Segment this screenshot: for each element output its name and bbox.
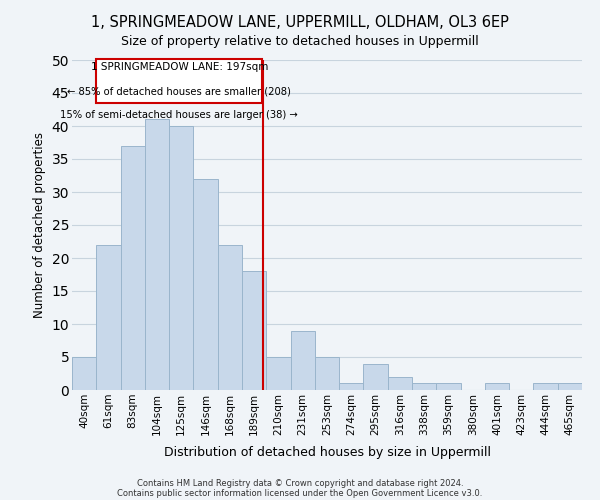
- Bar: [412, 384, 436, 390]
- Bar: [169, 126, 193, 390]
- Text: Contains public sector information licensed under the Open Government Licence v3: Contains public sector information licen…: [118, 488, 482, 498]
- Bar: [145, 120, 169, 390]
- Text: ← 85% of detached houses are smaller (208): ← 85% of detached houses are smaller (20…: [67, 86, 291, 97]
- Bar: [96, 245, 121, 390]
- Bar: [339, 384, 364, 390]
- Text: Contains HM Land Registry data © Crown copyright and database right 2024.: Contains HM Land Registry data © Crown c…: [137, 478, 463, 488]
- Bar: [533, 384, 558, 390]
- Bar: [485, 384, 509, 390]
- Text: Size of property relative to detached houses in Uppermill: Size of property relative to detached ho…: [121, 35, 479, 48]
- Text: 1 SPRINGMEADOW LANE: 197sqm: 1 SPRINGMEADOW LANE: 197sqm: [91, 62, 268, 72]
- Bar: [558, 384, 582, 390]
- Bar: [388, 377, 412, 390]
- Y-axis label: Number of detached properties: Number of detached properties: [33, 132, 46, 318]
- Bar: [242, 271, 266, 390]
- Bar: [436, 384, 461, 390]
- Text: 15% of semi-detached houses are larger (38) →: 15% of semi-detached houses are larger (…: [61, 110, 298, 120]
- Bar: [266, 357, 290, 390]
- FancyBboxPatch shape: [96, 58, 262, 103]
- Bar: [72, 357, 96, 390]
- Bar: [218, 245, 242, 390]
- Text: 1, SPRINGMEADOW LANE, UPPERMILL, OLDHAM, OL3 6EP: 1, SPRINGMEADOW LANE, UPPERMILL, OLDHAM,…: [91, 15, 509, 30]
- Bar: [193, 179, 218, 390]
- X-axis label: Distribution of detached houses by size in Uppermill: Distribution of detached houses by size …: [163, 446, 491, 459]
- Bar: [315, 357, 339, 390]
- Bar: [290, 330, 315, 390]
- Bar: [121, 146, 145, 390]
- Bar: [364, 364, 388, 390]
